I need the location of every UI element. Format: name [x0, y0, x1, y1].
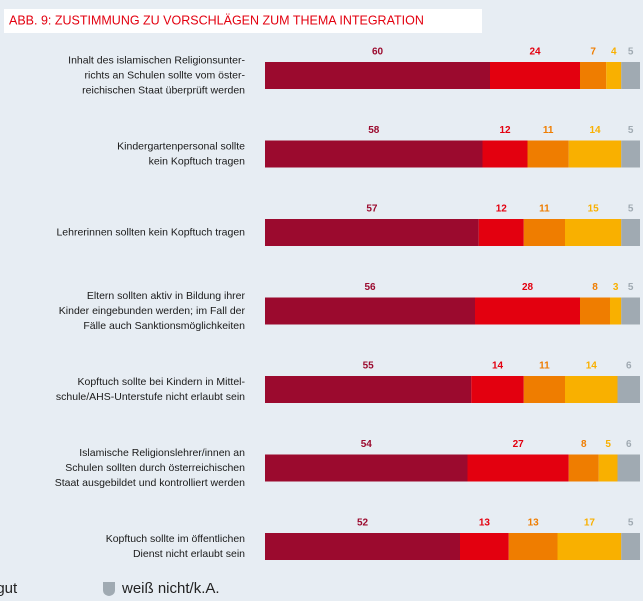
value-label: 5	[628, 518, 634, 529]
bar-segment	[610, 297, 622, 325]
bar-segment	[568, 454, 599, 482]
bar-segment	[265, 140, 483, 168]
value-label: 7	[590, 47, 596, 58]
bar-segment	[580, 62, 607, 89]
value-label: 58	[368, 125, 380, 136]
value-label: 28	[522, 282, 534, 293]
value-label: 60	[372, 47, 384, 58]
value-label: 11	[539, 361, 550, 372]
category-label: richts an Schulen sollte vom öster-	[85, 69, 246, 81]
bar-segment	[568, 140, 622, 168]
category-label: reichischen Staat überprüft werden	[82, 84, 245, 96]
category-label: Schulen sollten durch österreichischen	[65, 462, 245, 474]
chart-title: ABB. 9: ZUSTIMMUNG ZU VORSCHLÄGEN ZUM TH…	[9, 13, 424, 27]
bar-segment	[523, 376, 565, 403]
value-label: 5	[628, 282, 634, 293]
value-label: 14	[589, 125, 601, 136]
value-label: 17	[584, 518, 596, 529]
bar-segment	[490, 62, 580, 89]
title-box	[4, 9, 482, 33]
value-label: 14	[492, 361, 504, 372]
bar-segment	[598, 454, 618, 482]
legend-label: weiß nicht/k.A.	[121, 580, 220, 597]
value-label: 13	[479, 518, 491, 529]
bar-segment	[460, 533, 509, 560]
bar-segment	[621, 297, 640, 325]
bar-segment	[606, 62, 622, 89]
bar-segment	[508, 533, 558, 560]
value-label: 13	[528, 518, 540, 529]
value-label: 14	[586, 361, 598, 372]
bar-segment	[265, 454, 468, 482]
value-label: 11	[539, 204, 550, 215]
bar-segment	[621, 533, 640, 560]
bar-segment	[482, 140, 528, 168]
value-label: 54	[361, 439, 373, 450]
bar-segment	[565, 376, 618, 403]
category-label: schule/AHS-Unterstufe nicht erlaubt sein	[56, 391, 245, 403]
bar-segment	[621, 62, 640, 89]
value-label: 24	[529, 47, 541, 58]
legend-swatch	[103, 582, 115, 596]
bar-segment	[471, 376, 524, 403]
bar-segment	[621, 140, 640, 168]
category-label: Islamische Religionslehrer/innen an	[79, 447, 245, 459]
category-label: Kopftuch sollte bei Kindern in Mittel-	[77, 376, 245, 388]
bar-segment	[475, 297, 580, 325]
bar-segment	[527, 140, 569, 168]
category-label: Fälle auch Sanktionsmöglichkeiten	[83, 320, 245, 332]
bar-segment	[617, 376, 640, 403]
value-label: 5	[628, 47, 634, 58]
value-label: 57	[366, 204, 378, 215]
bar-segment	[478, 219, 524, 246]
category-label: Staat ausgebildet und kontrolliert werde…	[55, 477, 245, 489]
value-label: 12	[496, 204, 508, 215]
value-label: 8	[581, 439, 587, 450]
category-label: Kinder eingebunden werden; im Fall der	[59, 305, 246, 317]
value-label: 5	[628, 204, 634, 215]
value-label: 8	[592, 282, 598, 293]
category-label: Lehrerinnen sollten kein Kopftuch tragen	[56, 226, 245, 238]
bar-segment	[565, 219, 622, 246]
category-label: Kopftuch sollte im öffentlichen	[106, 533, 245, 545]
value-label: 3	[613, 282, 619, 293]
value-label: 27	[513, 439, 525, 450]
bar-segment	[265, 297, 475, 325]
bar-segment	[580, 297, 610, 325]
category-label: Eltern sollten aktiv in Bildung ihrer	[87, 290, 246, 302]
bar-segment	[265, 62, 490, 89]
value-label: 4	[611, 47, 617, 58]
bar-segment	[265, 219, 479, 246]
value-label: 15	[588, 204, 600, 215]
bar-segment	[467, 454, 569, 482]
bar-segment	[557, 533, 622, 560]
category-label: Inhalt des islamischen Religionsunter-	[68, 54, 245, 66]
value-label: 12	[499, 125, 511, 136]
bar-segment	[617, 454, 640, 482]
category-label: Dienst nicht erlaubt sein	[133, 548, 245, 560]
bar-segment	[523, 219, 565, 246]
value-label: 6	[626, 439, 632, 450]
legend-label: t gut	[0, 580, 18, 597]
value-label: 55	[363, 361, 375, 372]
bar-segment	[265, 376, 472, 403]
value-label: 56	[364, 282, 376, 293]
value-label: 6	[626, 361, 632, 372]
bar-segment	[621, 219, 640, 246]
value-label: 52	[357, 518, 369, 529]
category-label: kein Kopftuch tragen	[149, 155, 245, 167]
bar-segment	[265, 533, 460, 560]
value-label: 11	[543, 125, 554, 136]
category-label: Kindergartenpersonal sollte	[117, 140, 245, 152]
value-label: 5	[628, 125, 634, 136]
value-label: 5	[605, 439, 611, 450]
